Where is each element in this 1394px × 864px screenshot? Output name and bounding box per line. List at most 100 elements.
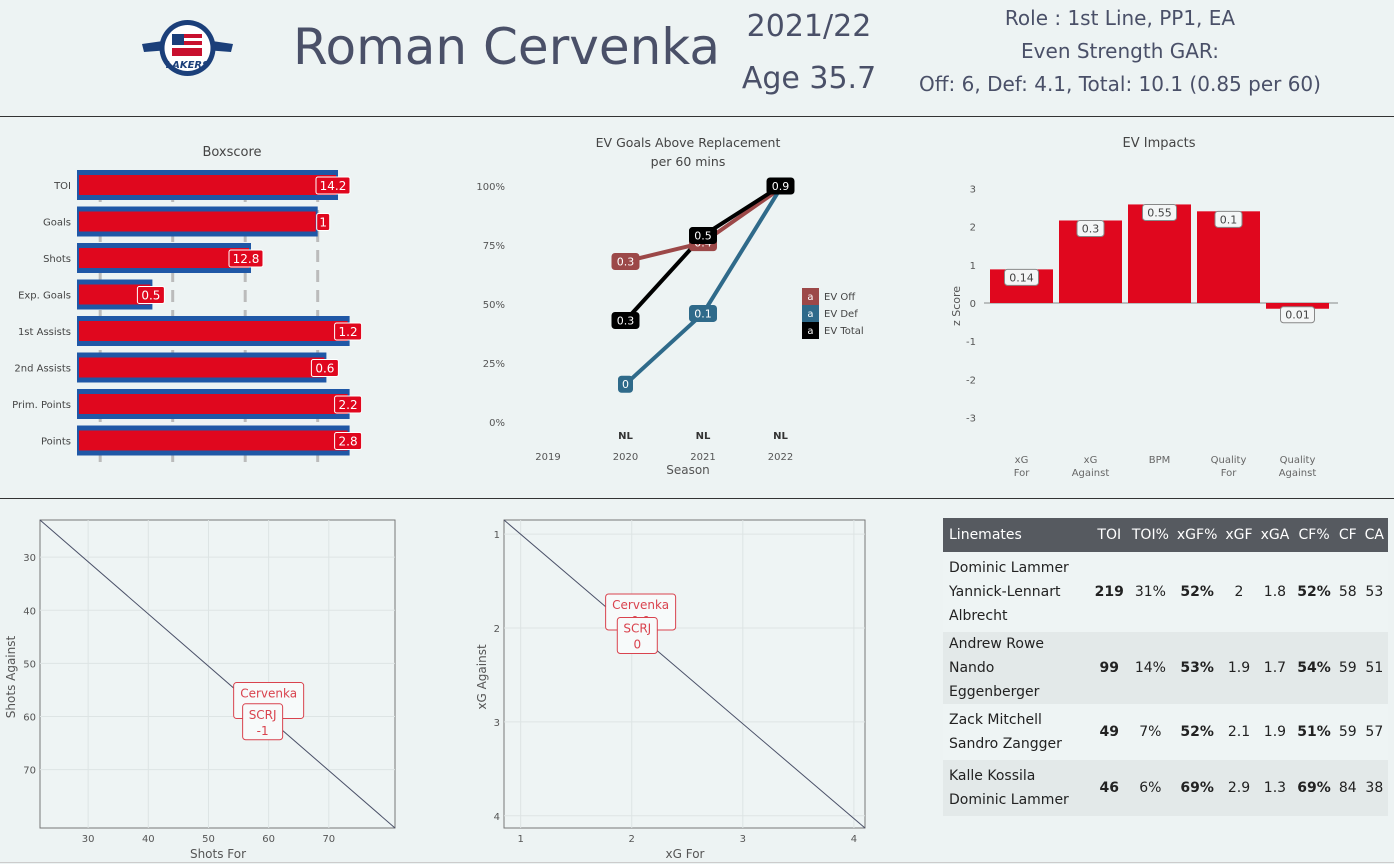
- scatter-xtick: 4: [851, 834, 857, 845]
- col-xgf: xGF: [1221, 518, 1257, 552]
- linemate-name: Dominic Lammer: [949, 560, 1069, 576]
- boxscore-bar: [79, 357, 325, 378]
- scatter-xtick: 30: [82, 834, 95, 845]
- table-row: Zack Mitchell Sandro Zangger 49 7% 52% 2…: [943, 704, 1388, 760]
- scatter-xtick: 3: [740, 834, 746, 845]
- cell-cf-pct: 54%: [1293, 632, 1335, 704]
- boxscore-value-label: 2.2: [339, 398, 358, 412]
- cell-xgf-pct: 53%: [1172, 632, 1222, 704]
- cell-toi: 49: [1090, 704, 1128, 760]
- top-divider: [0, 116, 1394, 117]
- gar-point-label: 0: [622, 378, 629, 391]
- cell-toi: 219: [1090, 552, 1128, 632]
- table-row: Kalle Kossila Dominic Lammer 46 6% 69% 2…: [943, 760, 1388, 816]
- gar-point-label-box: [689, 304, 717, 322]
- impacts-category-label: Quality: [1280, 455, 1316, 466]
- cell-xga: 1.7: [1256, 632, 1294, 704]
- impacts-value-label-box: [1076, 219, 1105, 237]
- scatter-point-name: Cervenka: [612, 598, 669, 612]
- boxscore-title: Boxscore: [202, 145, 261, 160]
- gar-ytick: 100%: [476, 182, 505, 193]
- xg-xlabel: xG For: [666, 847, 705, 861]
- shots-ylabel: Shots Against: [4, 636, 18, 719]
- gar-legend-swatch: [802, 305, 819, 322]
- gar-values: Off: 6, Def: 4.1, Total: 10.1 (0.85 per …: [919, 72, 1321, 96]
- linemate-name: Nando Eggenberger: [949, 660, 1040, 700]
- cell-xgf: 2: [1221, 552, 1257, 632]
- scatter-ytick: 30: [23, 553, 36, 564]
- boxscore-value-label: 0.6: [315, 362, 334, 376]
- boxscore-bar: [79, 211, 316, 232]
- gar-legend-label: EV Def: [824, 309, 858, 320]
- impacts-category-label: For: [1014, 468, 1031, 479]
- impacts-category-label: xG: [1015, 455, 1029, 466]
- player-name: Roman Cervenka: [293, 18, 721, 76]
- cell-cf-pct: 69%: [1293, 760, 1335, 816]
- role-block: Role : 1st Line, PP1, EA Even Strength G…: [905, 2, 1335, 101]
- gar-xtick: 2019: [535, 452, 560, 463]
- gar-label: Even Strength GAR:: [1021, 39, 1219, 63]
- boxscore-category-label: 1st Assists: [18, 327, 71, 338]
- gar-ytick: 75%: [483, 241, 505, 252]
- gar-title: EV Goals Above Replacement: [596, 135, 781, 150]
- impacts-category-label: Against: [1279, 468, 1317, 479]
- shots-xlabel: Shots For: [190, 847, 246, 861]
- scatter-ytick: 60: [23, 712, 36, 723]
- impacts-value-label: 0.01: [1285, 309, 1310, 322]
- cell-xgf: 2.1: [1221, 704, 1257, 760]
- gar-ytick: 0%: [489, 418, 505, 429]
- team-logo: LAKERS: [140, 14, 235, 82]
- logo-text: LAKERS: [166, 60, 210, 71]
- cell-xgf-pct: 52%: [1172, 552, 1222, 632]
- scatter-xtick: 50: [202, 834, 215, 845]
- scatter-point-box: [242, 703, 284, 741]
- cell-xgf-pct: 69%: [1172, 760, 1222, 816]
- gar-point-label-box: [689, 227, 717, 245]
- cell-toi-pct: 7%: [1127, 704, 1173, 760]
- impacts-category-label: BPM: [1149, 455, 1171, 466]
- gar-point-label: 0.5: [694, 230, 712, 243]
- impacts-category-label: Quality: [1211, 455, 1247, 466]
- gar-xtick: 2021: [690, 452, 715, 463]
- linemate-name: Zack Mitchell: [949, 712, 1042, 728]
- impacts-value-label: 0.14: [1009, 271, 1034, 284]
- linemate-name: Kalle Kossila: [949, 768, 1036, 784]
- impacts-ytick: -3: [966, 414, 976, 425]
- boxscore-value-box: [136, 286, 165, 304]
- gar-legend-key: a: [807, 292, 813, 303]
- boxscore-value-label: 14.2: [320, 179, 347, 193]
- linemate-names: Zack Mitchell Sandro Zangger: [943, 704, 1091, 760]
- cell-ca: 38: [1360, 760, 1388, 816]
- cell-cf: 59: [1334, 704, 1361, 760]
- scatter-ytick: 1: [494, 530, 500, 541]
- linemate-name: Dominic Lammer: [949, 792, 1069, 808]
- scatter-xtick: 40: [142, 834, 155, 845]
- scatter-ytick: 70: [23, 766, 36, 777]
- cell-cf: 59: [1334, 632, 1361, 704]
- col-xga: xGA: [1256, 518, 1294, 552]
- scatter-point-name: SCRJ: [249, 708, 277, 722]
- linemates-table: Linemates TOI TOI% xGF% xGF xGA CF% CF C…: [943, 518, 1388, 816]
- gar-xtick: 2022: [768, 452, 793, 463]
- age: Age 35.7: [741, 61, 877, 96]
- scatter-ytick: 50: [23, 659, 36, 670]
- scatter-ytick: 4: [494, 812, 500, 823]
- linemate-names: Kalle Kossila Dominic Lammer: [943, 760, 1091, 816]
- col-cf: CF: [1334, 518, 1361, 552]
- scatter-ytick: 3: [494, 718, 500, 729]
- cell-xgf: 2.9: [1221, 760, 1257, 816]
- boxscore-category-label: TOI: [53, 181, 71, 192]
- gar-ytick: 50%: [483, 300, 505, 311]
- boxscore-value-box: [228, 249, 264, 268]
- boxscore-value-box: [334, 432, 363, 450]
- cell-cf-pct: 52%: [1293, 552, 1335, 632]
- boxscore-value-box: [334, 395, 363, 414]
- boxscore-category-label: 2nd Assists: [14, 364, 71, 375]
- gar-league-label: NL: [618, 431, 633, 442]
- boxscore-value-label: 0.5: [141, 289, 160, 303]
- scatter-diagonal: [39, 519, 396, 829]
- gar-point-label-box: [611, 253, 640, 271]
- gar-legend-swatch: [802, 322, 819, 339]
- impacts-ylabel: z Score: [950, 286, 963, 326]
